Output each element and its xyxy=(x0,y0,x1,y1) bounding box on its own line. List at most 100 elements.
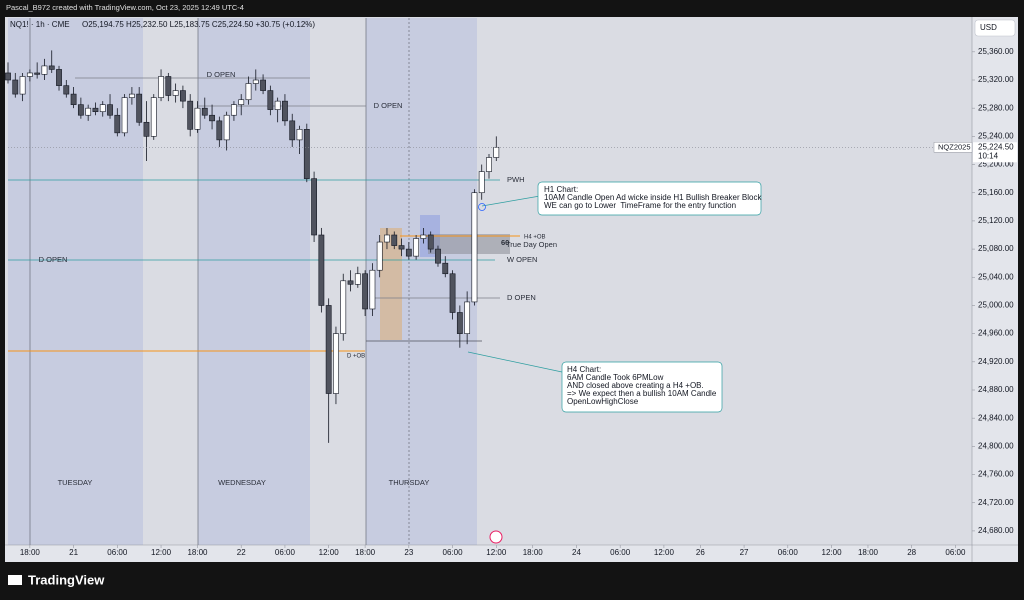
annotation: D OPEN xyxy=(39,255,68,264)
callout-text: WE can go to Lower TimeFrame for the ent… xyxy=(544,201,736,210)
x-tick-label: 24 xyxy=(572,548,581,557)
candle-body xyxy=(107,104,113,116)
price-tag xyxy=(973,142,1017,163)
candle-body xyxy=(420,234,427,239)
candle-body xyxy=(442,262,449,275)
candle-body xyxy=(165,76,172,96)
y-tick-label: 24,800.00 xyxy=(978,441,1014,450)
countdown: 10:14 xyxy=(978,151,999,160)
y-tick-label: 24,680.00 xyxy=(978,526,1014,535)
candle-body xyxy=(318,234,325,306)
candle-body xyxy=(435,248,441,264)
y-tick-label: 25,280.00 xyxy=(978,103,1014,112)
candle-body xyxy=(187,100,194,130)
day-label: WEDNESDAY xyxy=(218,478,266,487)
candle-body xyxy=(201,107,208,116)
candle-body xyxy=(486,157,492,172)
candle-body xyxy=(289,120,296,141)
candle-body xyxy=(41,65,48,75)
candle-body xyxy=(231,104,237,116)
day-label: THURSDAY xyxy=(389,478,430,487)
currency[interactable]: USD xyxy=(980,23,997,32)
x-tick-label: 06:00 xyxy=(610,548,631,557)
annotation: D +OB xyxy=(347,354,365,360)
annotation: W OPEN xyxy=(507,255,537,264)
event-icon[interactable] xyxy=(489,530,503,544)
candle-body xyxy=(405,248,412,257)
candle-body xyxy=(252,79,259,84)
callout-anchor xyxy=(478,203,486,211)
y-tick-label: 24,760.00 xyxy=(978,470,1014,479)
y-tick-label: 25,000.00 xyxy=(978,301,1014,310)
candle-body xyxy=(245,83,252,101)
candle-body xyxy=(311,178,317,236)
candle-body xyxy=(92,107,99,113)
symbol-tag xyxy=(933,142,973,153)
candle-body xyxy=(48,65,55,70)
candle-body xyxy=(238,99,245,105)
x-tick-label: 06:00 xyxy=(443,548,464,557)
x-tick-label: 06:00 xyxy=(778,548,799,557)
y-tick-label: 24,880.00 xyxy=(978,385,1014,394)
candle-body xyxy=(260,79,266,91)
candle-body xyxy=(70,93,77,105)
candle-body xyxy=(449,273,456,313)
candle-body xyxy=(128,93,135,98)
x-tick-label: 18:00 xyxy=(187,548,208,557)
annotation: D OPEN xyxy=(507,293,536,302)
annotation: H4 +OB xyxy=(524,235,546,241)
candle-body xyxy=(209,114,215,122)
candle-body xyxy=(384,234,390,243)
candle-body xyxy=(391,234,398,246)
symbol-tag-text: NQZ2025 xyxy=(938,142,971,151)
x-tick-label: 18:00 xyxy=(20,548,41,557)
session-band xyxy=(198,18,310,545)
candle-body xyxy=(333,333,339,394)
annotation: PWH xyxy=(507,175,525,184)
candle-body xyxy=(34,72,41,75)
candle-body xyxy=(114,114,121,134)
y-tick-label: 24,920.00 xyxy=(978,357,1014,366)
y-tick-label: 25,040.00 xyxy=(978,272,1014,281)
ob-zone xyxy=(380,228,402,340)
chart-panel xyxy=(5,17,1018,562)
brand-logo xyxy=(8,575,22,585)
candle-body xyxy=(478,171,485,194)
candle-body xyxy=(325,305,332,394)
x-tick-label: 21 xyxy=(69,548,78,557)
currency-button[interactable] xyxy=(974,19,1016,37)
candle-body xyxy=(180,90,186,102)
header-title: Pascal_B972 created with TradingView.com… xyxy=(6,3,244,12)
candle-body xyxy=(19,76,26,95)
callout-text: => We expect then a bullish 10AM Candle xyxy=(567,389,717,398)
candle-body xyxy=(223,114,230,141)
annotation: 60 xyxy=(501,238,509,247)
price-tag-text: 25,224.50 xyxy=(978,142,1014,151)
candle-body xyxy=(12,79,19,95)
x-tick-label: 12:00 xyxy=(319,548,340,557)
x-tick-label: 28 xyxy=(907,548,916,557)
callout-text: 10AM Candle Open Ad wicke inside H1 Bull… xyxy=(544,193,762,202)
x-tick-label: 22 xyxy=(237,548,246,557)
candle-body xyxy=(282,100,288,122)
x-tick-label: 27 xyxy=(740,548,749,557)
symbol: NQ1! · 1h · CME xyxy=(10,20,70,29)
callout-text: H1 Chart: xyxy=(544,185,578,194)
candle-body xyxy=(303,129,310,179)
x-tick-label: 12:00 xyxy=(151,548,172,557)
candle-body xyxy=(85,107,92,116)
candle-body xyxy=(172,90,179,96)
x-tick-label: 18:00 xyxy=(858,548,879,557)
callout-pointer xyxy=(467,351,563,373)
x-tick-label: 12:00 xyxy=(486,548,507,557)
candle-body xyxy=(471,192,478,303)
y-tick-label: 25,200.00 xyxy=(978,160,1014,169)
y-tick-label: 25,360.00 xyxy=(978,47,1014,56)
candle-body xyxy=(362,273,369,310)
candle-body xyxy=(456,312,463,334)
candle-body xyxy=(274,100,281,110)
callout-text: AND closed above creating a H4 +OB. xyxy=(567,381,704,390)
price-axis xyxy=(972,17,1018,562)
y-tick-label: 25,080.00 xyxy=(978,244,1014,253)
